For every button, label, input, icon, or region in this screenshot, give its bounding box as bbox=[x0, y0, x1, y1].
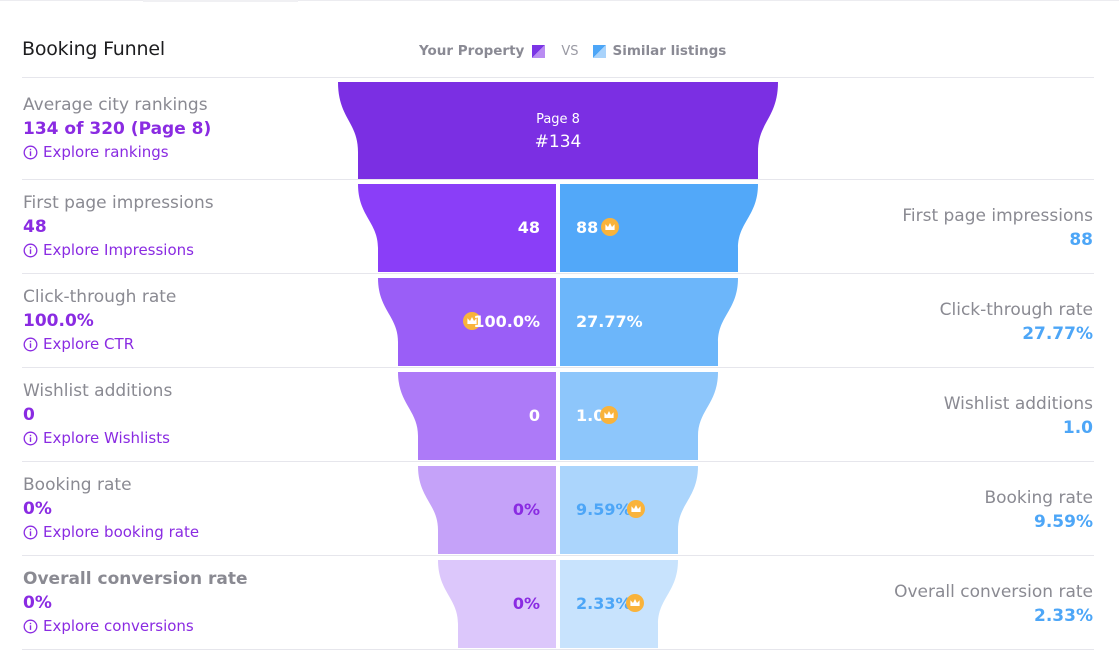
rankings-label: Average city rankings bbox=[23, 95, 208, 115]
legend-similar-listings: Similar listings bbox=[612, 43, 727, 59]
legend-your-property: Your Property bbox=[419, 43, 525, 59]
info-icon bbox=[23, 337, 38, 351]
info-icon bbox=[23, 619, 38, 633]
wishlist-label: Wishlist additions bbox=[23, 381, 173, 401]
booking-rate-metric: Booking rate 0% Explore booking rate bbox=[23, 475, 199, 541]
crown-icon bbox=[601, 218, 619, 236]
wishlist-metric: Wishlist additions 0 Explore Wishlists bbox=[23, 381, 172, 447]
funnel-booking-left bbox=[418, 466, 556, 554]
rankings-value: 134 of 320 (Page 8) bbox=[23, 119, 212, 139]
explore-ctr-link[interactable]: Explore CTR bbox=[23, 335, 176, 353]
explore-rankings-label: Explore rankings bbox=[43, 143, 169, 161]
impressions-value: 48 bbox=[23, 217, 47, 237]
booking-rate-label: Booking rate bbox=[23, 475, 132, 495]
similar-booking-rate-metric: Booking rate 9.59% bbox=[984, 488, 1093, 532]
funnel-ctr-left bbox=[378, 278, 556, 366]
explore-ctr-label: Explore CTR bbox=[43, 335, 135, 353]
row-divider bbox=[22, 367, 1094, 368]
funnel-impressions-right bbox=[560, 184, 758, 272]
legend-vs: VS bbox=[561, 43, 579, 59]
explore-booking-rate-link[interactable]: Explore booking rate bbox=[23, 523, 199, 541]
explore-wishlists-label: Explore Wishlists bbox=[43, 429, 170, 447]
similar-wishlist-value: 1.0 bbox=[1062, 418, 1093, 438]
similar-listings-swatch-icon bbox=[592, 44, 606, 58]
explore-conversions-link[interactable]: Explore conversions bbox=[23, 617, 248, 635]
info-icon bbox=[23, 145, 38, 159]
info-icon bbox=[23, 525, 38, 539]
impressions-metric: First page impressions 48 Explore Impres… bbox=[23, 193, 214, 259]
funnel-ctr-left-value: 100.0% bbox=[473, 312, 540, 331]
row-divider bbox=[22, 179, 1094, 180]
similar-wishlist-metric: Wishlist additions 1.0 bbox=[944, 394, 1093, 438]
impressions-label: First page impressions bbox=[23, 193, 214, 213]
funnel-conversion-left-value: 0% bbox=[513, 594, 540, 613]
funnel-page-text: Page 8 bbox=[536, 112, 580, 127]
similar-impressions-metric: First page impressions 88 bbox=[902, 206, 1093, 250]
row-divider bbox=[22, 77, 1094, 78]
funnel-booking-right bbox=[560, 466, 698, 554]
row-divider bbox=[22, 649, 1094, 650]
similar-ctr-metric: Click-through rate 27.77% bbox=[940, 300, 1093, 344]
your-property-swatch-icon bbox=[532, 44, 546, 58]
conversion-metric: Overall conversion rate 0% Explore conve… bbox=[23, 569, 248, 635]
crown-icon bbox=[600, 406, 618, 424]
explore-impressions-label: Explore Impressions bbox=[43, 241, 194, 259]
funnel-impressions-left bbox=[358, 184, 556, 272]
crown-icon bbox=[626, 594, 644, 612]
ctr-value: 100.0% bbox=[23, 311, 94, 331]
explore-conversions-label: Explore conversions bbox=[43, 617, 194, 635]
funnel-conversion-left bbox=[438, 560, 556, 648]
conversion-value: 0% bbox=[23, 593, 52, 613]
similar-ctr-value: 27.77% bbox=[1022, 324, 1093, 344]
page-title: Booking Funnel bbox=[22, 38, 165, 60]
active-tab-indicator bbox=[143, 0, 298, 2]
rankings-metric: Average city rankings 134 of 320 (Page 8… bbox=[23, 95, 211, 161]
explore-booking-rate-label: Explore booking rate bbox=[43, 523, 200, 541]
funnel-booking-right-value: 9.59% bbox=[576, 500, 632, 519]
funnel-conversion-right bbox=[560, 560, 678, 648]
funnel-ctr-right-value: 27.77% bbox=[576, 312, 643, 331]
row-divider bbox=[22, 273, 1094, 274]
funnel-rankings-segment bbox=[338, 82, 778, 179]
booking-rate-value: 0% bbox=[23, 499, 52, 519]
similar-wishlist-label: Wishlist additions bbox=[943, 394, 1093, 414]
wishlist-value: 0 bbox=[23, 405, 35, 425]
funnel-booking-left-value: 0% bbox=[513, 500, 540, 519]
funnel-wishlist-right-value: 1.0 bbox=[576, 406, 604, 425]
funnel-ctr-right bbox=[560, 278, 738, 366]
funnel-impressions-left-value: 48 bbox=[518, 218, 540, 237]
similar-impressions-label: First page impressions bbox=[902, 206, 1093, 226]
row-divider bbox=[22, 555, 1094, 556]
funnel-wishlist-left bbox=[398, 372, 556, 460]
similar-conversion-metric: Overall conversion rate 2.33% bbox=[894, 582, 1093, 626]
legend: Your Property VS Similar listings bbox=[419, 42, 726, 60]
similar-conversion-value: 2.33% bbox=[1034, 606, 1093, 626]
funnel-rank-text: #134 bbox=[535, 132, 582, 152]
crown-icon bbox=[463, 312, 481, 330]
similar-conversion-label: Overall conversion rate bbox=[894, 582, 1093, 602]
ctr-label: Click-through rate bbox=[23, 287, 177, 307]
explore-rankings-link[interactable]: Explore rankings bbox=[23, 143, 211, 161]
similar-booking-rate-value: 9.59% bbox=[1034, 512, 1093, 532]
top-divider bbox=[0, 0, 1119, 1]
funnel-wishlist-left-value: 0 bbox=[529, 406, 540, 425]
funnel-conversion-right-value: 2.33% bbox=[576, 594, 632, 613]
similar-impressions-value: 88 bbox=[1069, 230, 1093, 250]
explore-wishlists-link[interactable]: Explore Wishlists bbox=[23, 429, 172, 447]
info-icon bbox=[23, 243, 38, 257]
similar-ctr-label: Click-through rate bbox=[939, 300, 1093, 320]
conversion-label: Overall conversion rate bbox=[23, 569, 248, 589]
funnel-wishlist-right bbox=[560, 372, 718, 460]
crown-icon bbox=[627, 500, 645, 518]
funnel-impressions-right-value: 88 bbox=[576, 218, 598, 237]
ctr-metric: Click-through rate 100.0% Explore CTR bbox=[23, 287, 176, 353]
row-divider bbox=[22, 461, 1094, 462]
info-icon bbox=[23, 431, 38, 445]
similar-booking-rate-label: Booking rate bbox=[984, 488, 1093, 508]
explore-impressions-link[interactable]: Explore Impressions bbox=[23, 241, 214, 259]
